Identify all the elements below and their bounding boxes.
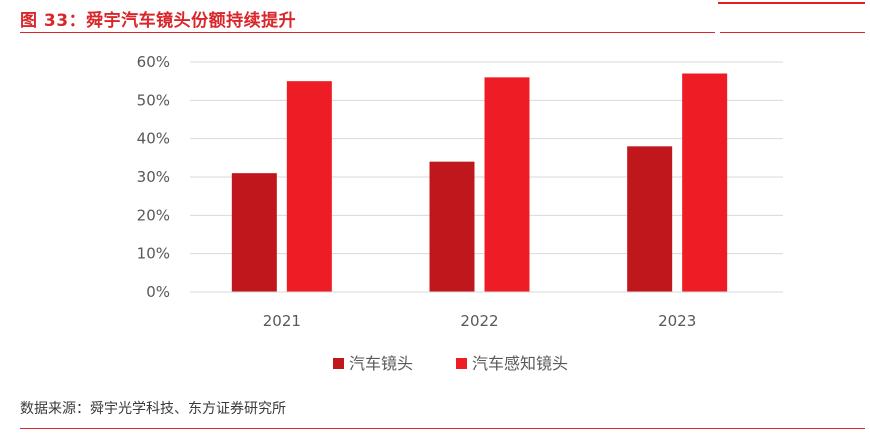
- bottom-divider: [20, 428, 865, 429]
- bar-auto-lens-2022: [429, 161, 475, 292]
- x-axis-ticks: 2021 2022 2023: [263, 312, 697, 330]
- legend-swatch: [456, 358, 467, 369]
- y-tick-label: 50%: [137, 91, 170, 109]
- bar-auto-sensing-lens-2023: [682, 73, 728, 292]
- x-tick-label: 2022: [460, 312, 498, 330]
- top-accent-line: [718, 2, 865, 4]
- y-tick-label: 20%: [137, 206, 170, 224]
- bar-auto-sensing-lens-2022: [484, 77, 530, 292]
- y-tick-label: 10%: [137, 245, 170, 263]
- bar-auto-lens-2021: [231, 173, 277, 292]
- legend-label: 汽车镜头: [349, 354, 413, 373]
- y-tick-label: 0%: [146, 283, 170, 301]
- title-divider-right: [720, 32, 865, 33]
- bar-auto-lens-2023: [627, 146, 673, 292]
- figure-title: 图 33：舜宇汽车镜头份额持续提升: [20, 11, 297, 31]
- y-tick-label: 60%: [137, 53, 170, 71]
- x-tick-label: 2023: [658, 312, 696, 330]
- title-divider: [20, 32, 715, 33]
- legend-swatch: [333, 358, 344, 369]
- y-tick-label: 40%: [137, 130, 170, 148]
- bar-chart: 0%10%20%30%40%50%60% 2021 2022 2023 汽车镜头 汽车…: [137, 53, 783, 373]
- y-tick-label: 30%: [137, 168, 170, 186]
- bars: [231, 73, 728, 293]
- legend: 汽车镜头 汽车感知镜头: [333, 354, 568, 373]
- bar-auto-sensing-lens-2021: [286, 81, 332, 293]
- source-note: 数据来源：舜宇光学科技、东方证券研究所: [20, 401, 286, 417]
- x-tick-label: 2021: [263, 312, 301, 330]
- legend-label: 汽车感知镜头: [472, 354, 568, 373]
- y-axis-ticks: 0% 10% 20% 30% 40% 50% 60%: [137, 53, 170, 301]
